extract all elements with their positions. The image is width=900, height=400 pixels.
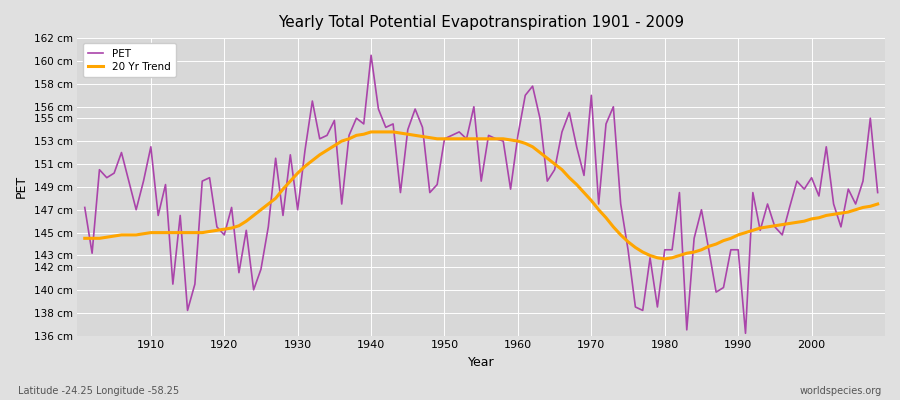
- PET: [740, 331, 751, 336]
- PET: [512, 133, 523, 138]
- 20 Yr Trend: [344, 136, 355, 141]
- Text: worldspecies.org: worldspecies.org: [800, 386, 882, 396]
- 20 Yr Trend: [660, 256, 670, 261]
- 20 Yr Trend: [300, 164, 310, 169]
- Y-axis label: PET: PET: [15, 175, 28, 198]
- PET: [300, 148, 310, 153]
- Legend: PET, 20 Yr Trend: PET, 20 Yr Trend: [83, 43, 176, 77]
- Line: 20 Yr Trend: 20 Yr Trend: [85, 132, 878, 259]
- Title: Yearly Total Potential Evapotranspiration 1901 - 2009: Yearly Total Potential Evapotranspiratio…: [278, 15, 684, 30]
- 20 Yr Trend: [79, 236, 90, 241]
- Text: Latitude -24.25 Longitude -58.25: Latitude -24.25 Longitude -58.25: [18, 386, 179, 396]
- PET: [344, 133, 355, 138]
- 20 Yr Trend: [872, 202, 883, 206]
- PET: [872, 190, 883, 195]
- 20 Yr Trend: [365, 130, 376, 134]
- X-axis label: Year: Year: [468, 356, 494, 369]
- Line: PET: PET: [85, 55, 878, 333]
- 20 Yr Trend: [138, 231, 148, 236]
- PET: [138, 179, 148, 184]
- PET: [608, 104, 619, 109]
- PET: [365, 53, 376, 58]
- PET: [520, 93, 531, 98]
- PET: [79, 205, 90, 210]
- 20 Yr Trend: [520, 141, 531, 146]
- 20 Yr Trend: [608, 224, 619, 229]
- 20 Yr Trend: [512, 139, 523, 144]
